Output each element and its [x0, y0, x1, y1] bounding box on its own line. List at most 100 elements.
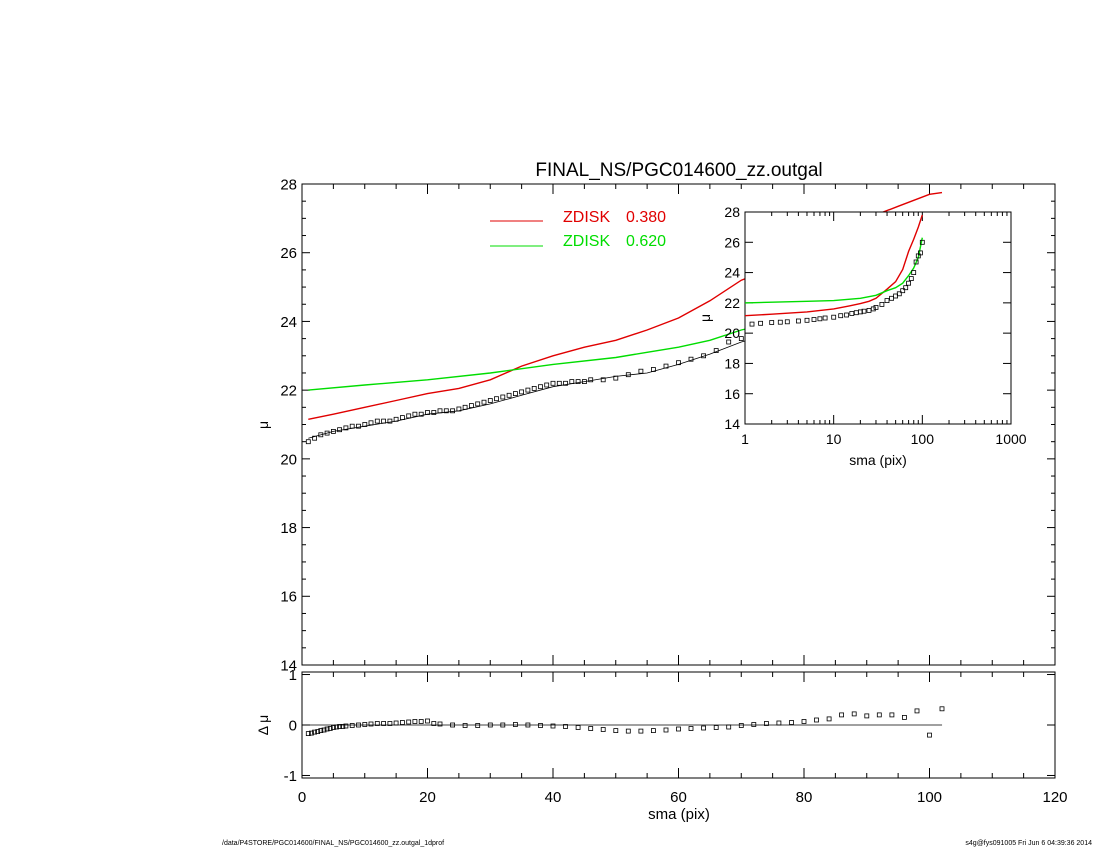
main-data-point [638, 368, 644, 374]
main-data-point [519, 389, 524, 395]
inset-data-point [879, 301, 885, 307]
main-data-point [393, 416, 399, 422]
inset-data-point [777, 319, 783, 325]
residual-data-point [588, 726, 594, 731]
inset-data-point [849, 311, 855, 316]
main-data-point [688, 356, 694, 362]
main-data-point [450, 408, 456, 414]
inset-data-point [844, 312, 849, 318]
main-data-point [468, 403, 474, 409]
inset-data-point [919, 239, 925, 245]
main-y-tick-label: 22 [280, 383, 297, 400]
main-data-point [588, 377, 594, 383]
inset-data-point [784, 319, 790, 325]
residual-data-point [638, 728, 644, 734]
inset-plot-ticks: 14 16 18 20 22 24 26 28 1 10 100 1000 [724, 204, 1026, 447]
residual-data-point [381, 721, 387, 726]
inset-data-point [811, 317, 817, 322]
main-data-point [356, 423, 361, 429]
inset-data-point [906, 280, 911, 286]
inset-data-point [913, 259, 919, 265]
inset-y-axis-label: μ [697, 314, 713, 322]
main-y-tick-label: 24 [280, 314, 297, 331]
residual-data-point [431, 721, 437, 726]
main-data-point [726, 339, 732, 345]
residual-data-point [613, 728, 619, 733]
residual-data-point [889, 712, 895, 718]
residual-data-point [839, 712, 844, 718]
inset-x-tick-label: 1000 [995, 431, 1026, 447]
residual-data-point [387, 721, 393, 726]
inset-y-tick-label: 24 [724, 265, 740, 281]
main-data-point [368, 420, 374, 426]
main-data-point [676, 360, 681, 366]
residual-data-point [676, 726, 681, 732]
main-y-tick-label: 26 [280, 245, 297, 262]
main-y-tick-label: 28 [280, 176, 297, 193]
main-data-point [399, 415, 405, 421]
residual-data-point [330, 725, 336, 730]
inset-y-tick-label: 22 [724, 295, 740, 311]
main-data-point [374, 418, 380, 424]
inset-y-tick-label: 28 [724, 204, 740, 220]
legend-label-red: ZDISK [563, 209, 610, 226]
main-data-point [437, 408, 443, 414]
residual-data-point [826, 716, 832, 722]
main-data-point [343, 425, 349, 431]
inset-data-point [900, 288, 906, 294]
residual-data-point [321, 727, 327, 733]
main-y-tick-label: 14 [280, 657, 297, 674]
main-data-point [312, 435, 318, 441]
main-data-point [701, 353, 706, 359]
main-data-point [362, 422, 368, 427]
main-data-point [330, 428, 336, 434]
inset-data-point [918, 250, 923, 256]
residual-data-point [876, 712, 882, 718]
main-data-point [625, 372, 631, 378]
residual-data-point [374, 721, 380, 726]
main-data-point [494, 396, 499, 402]
residual-data-point [406, 719, 412, 725]
residual-data-point [776, 720, 782, 726]
residual-y-axis-label: Δ μ [255, 715, 271, 736]
inset-y-tick-label: 18 [724, 355, 740, 371]
residual-x-tick-label: 40 [545, 789, 562, 806]
residual-data-point [625, 728, 631, 734]
main-y-axis-label: μ [255, 421, 271, 429]
main-data-point [337, 427, 343, 433]
residual-data-point [315, 729, 321, 734]
inset-data-point [831, 314, 837, 320]
residual-data-point [726, 724, 732, 730]
main-data-point [563, 380, 568, 386]
inset-data-point [822, 315, 828, 321]
residual-data-point [713, 725, 719, 730]
main-data-point [582, 379, 587, 385]
inset-data-point [758, 320, 763, 326]
residual-data-point [349, 723, 355, 728]
main-data-point [475, 401, 481, 407]
legend: ZDISK 0.380 ZDISK 0.620 [490, 209, 666, 250]
residual-data-point [305, 731, 311, 736]
legend-value-red: 0.380 [626, 209, 666, 226]
residual-data-point [914, 708, 920, 714]
main-data-point [456, 406, 462, 412]
residual-y-tick-label: -1 [284, 768, 297, 785]
main-y-tick-label: 18 [280, 520, 297, 537]
residual-data-point [927, 732, 932, 738]
main-data-point [487, 398, 493, 403]
residual-x-tick-label: 100 [917, 789, 942, 806]
residual-data-point [362, 722, 368, 727]
residual-y-tick-label: 1 [289, 667, 297, 684]
inset-data-point [903, 285, 909, 291]
residual-data-point [412, 719, 418, 724]
residual-x-tick-label: 120 [1042, 789, 1067, 806]
main-data-point [418, 411, 424, 417]
inset-y-tick-label: 14 [724, 416, 740, 432]
footer-path: /data/P4STORE/PGC014600/FINAL_NS/PGC0146… [222, 840, 445, 847]
residual-data-point [663, 727, 669, 733]
residual-data-point [393, 720, 399, 726]
inset-series-line-0 [744, 214, 923, 317]
inset-x-tick-label: 10 [826, 431, 842, 447]
legend-value-green: 0.620 [626, 233, 666, 250]
residual-data-point [425, 718, 430, 724]
